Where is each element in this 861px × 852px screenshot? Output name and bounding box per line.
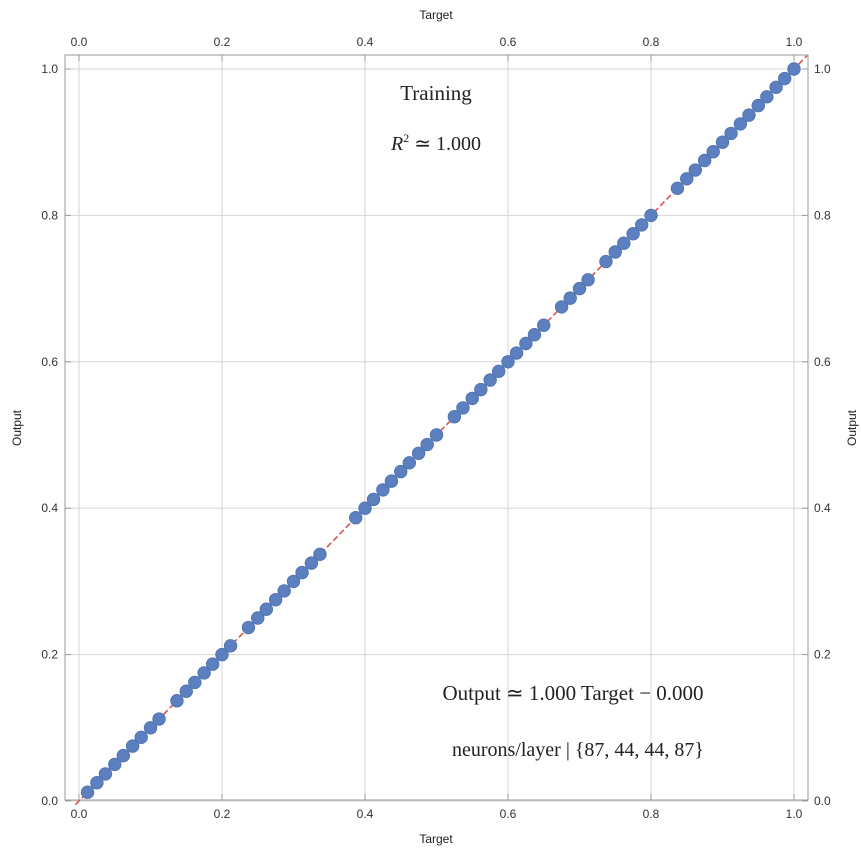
data-point <box>367 493 380 506</box>
x-axis-title-top: Target <box>419 8 453 22</box>
data-point <box>81 786 94 799</box>
x-tick-label-bottom: 0.6 <box>500 807 517 821</box>
y-tick-label-right: 1.0 <box>814 62 831 76</box>
y-tick-label-left: 1.0 <box>41 62 58 76</box>
data-point <box>778 72 791 85</box>
x-tick-label-bottom: 0.4 <box>357 807 374 821</box>
data-point <box>153 713 166 726</box>
data-point <box>788 63 801 76</box>
data-point <box>242 621 255 634</box>
y-tick-label-right: 0.2 <box>814 648 831 662</box>
data-point <box>492 365 505 378</box>
y-axis-title-right: Output <box>845 409 859 446</box>
x-tick-label-top: 0.4 <box>357 35 374 49</box>
y-tick-label-right: 0.8 <box>814 208 831 222</box>
data-point <box>278 585 291 598</box>
data-point <box>564 292 577 305</box>
data-point <box>475 383 488 396</box>
data-point <box>206 658 219 671</box>
y-tick-label-right: 0.6 <box>814 355 831 369</box>
data-point <box>618 237 631 250</box>
data-point <box>349 511 362 524</box>
data-point <box>645 209 658 222</box>
y-tick-label-left: 0.2 <box>41 648 58 662</box>
y-tick-label-left: 0.8 <box>41 208 58 222</box>
x-tick-label-bottom: 0.8 <box>643 807 660 821</box>
data-point <box>296 566 309 579</box>
data-point <box>117 749 130 762</box>
annotation-r2: R2 ≃ 1.000 <box>390 131 481 155</box>
data-point <box>189 676 202 689</box>
x-tick-label-bottom: 0.0 <box>71 807 88 821</box>
data-point <box>635 219 648 232</box>
annotation-title: Training <box>400 81 472 105</box>
y-tick-label-left: 0.0 <box>41 794 58 808</box>
y-axis-title-left: Output <box>10 409 24 446</box>
data-point <box>743 109 756 122</box>
data-point <box>689 164 702 177</box>
data-point <box>457 402 470 415</box>
data-point <box>403 457 416 470</box>
y-tick-label-left: 0.6 <box>41 355 58 369</box>
data-point <box>725 127 738 140</box>
data-point <box>528 328 541 341</box>
data-point <box>761 91 774 104</box>
x-tick-label-top: 0.6 <box>500 35 517 49</box>
data-point <box>171 694 184 707</box>
data-point <box>260 603 273 616</box>
x-tick-label-bottom: 1.0 <box>786 807 803 821</box>
y-tick-label-right: 0.4 <box>814 501 831 515</box>
data-point <box>135 731 148 744</box>
y-tick-label-right: 0.0 <box>814 794 831 808</box>
r2-symbol: R <box>390 133 403 155</box>
data-point <box>582 274 595 287</box>
x-tick-label-top: 0.2 <box>214 35 231 49</box>
x-axis-title-bottom: Target <box>419 832 453 846</box>
annotation-fit-equation: Output ≃ 1.000 Target − 0.000 <box>442 681 703 705</box>
data-point <box>430 429 443 442</box>
data-point <box>537 319 550 332</box>
data-point <box>671 182 684 195</box>
data-point <box>385 475 398 488</box>
data-point <box>707 145 720 158</box>
x-tick-label-top: 1.0 <box>786 35 803 49</box>
x-tick-label-top: 0.0 <box>71 35 88 49</box>
data-point <box>421 438 434 451</box>
data-point <box>224 640 237 653</box>
r2-value: ≃ 1.000 <box>409 133 481 155</box>
y-tick-label-left: 0.4 <box>41 501 58 515</box>
data-point <box>600 255 613 268</box>
x-tick-label-bottom: 0.2 <box>214 807 231 821</box>
data-point <box>510 347 523 360</box>
data-point <box>99 768 112 781</box>
annotation-layers: neurons/layer | {87, 44, 44, 87} <box>452 739 704 761</box>
data-point <box>314 548 327 561</box>
x-tick-label-top: 0.8 <box>643 35 660 49</box>
